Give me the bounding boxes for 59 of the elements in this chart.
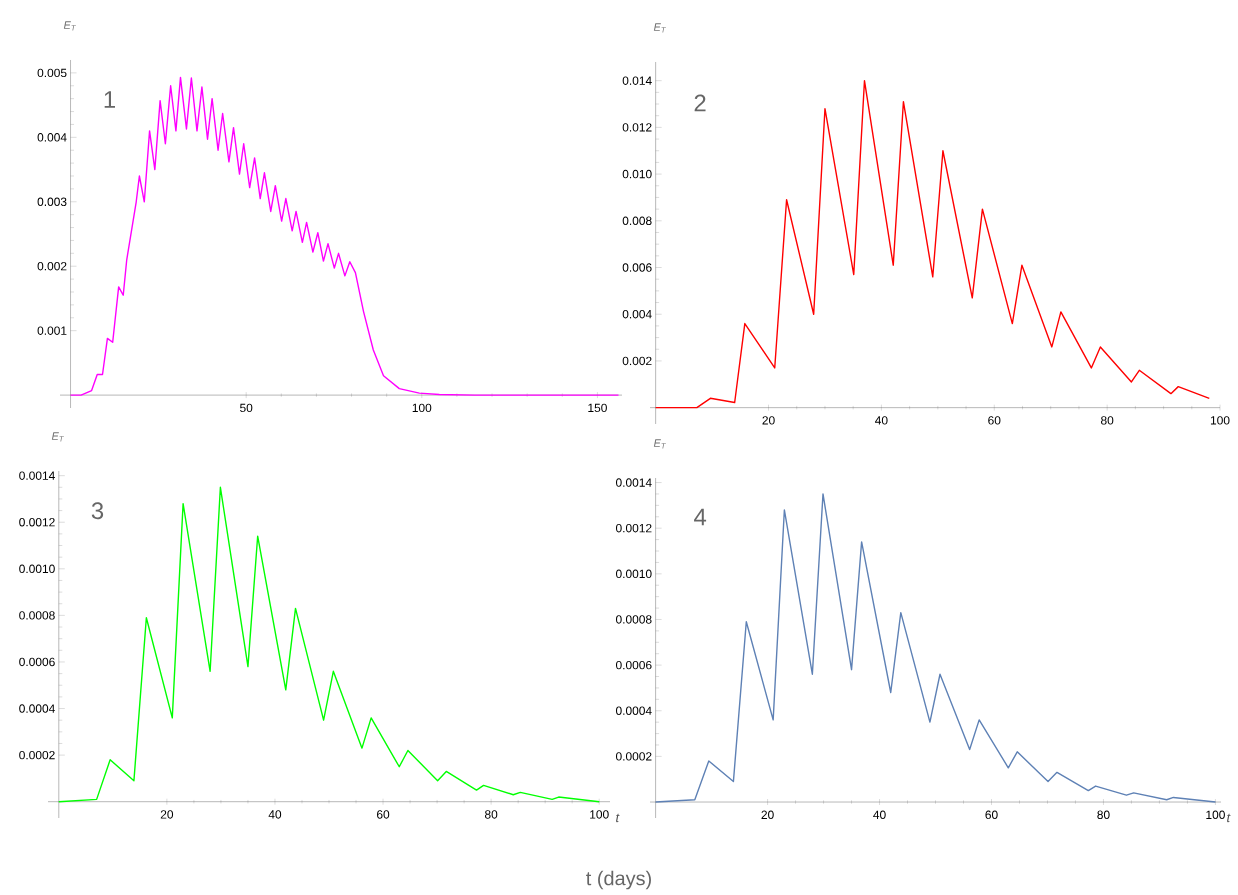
- y-tick-label: 0.002: [622, 356, 652, 366]
- y-tick-label: 0.014: [622, 76, 652, 85]
- line-series: [654, 79, 1210, 409]
- y-tick-label: 0.0008: [19, 611, 55, 620]
- line-series: [654, 493, 1217, 803]
- x-tick-label: 40: [873, 810, 886, 819]
- y-tick-label: 0.006: [622, 263, 652, 272]
- y-tick-label: 0.0002: [19, 750, 55, 760]
- line-series: [58, 486, 600, 803]
- y-tick-label: 0.004: [37, 133, 67, 142]
- x-axis-title: t: [1227, 813, 1231, 823]
- x-tick-label: 100: [1206, 810, 1225, 819]
- y-tick-label: 0.0006: [19, 657, 55, 667]
- y-tick-label: 0.0010: [615, 569, 652, 579]
- y-tick-label: 0.0004: [19, 704, 55, 713]
- y-tick-label: 0.0010: [19, 564, 55, 574]
- x-tick-label: 20: [762, 416, 775, 425]
- y-tick-label: 0.0008: [615, 615, 652, 624]
- x-tick-label: 20: [761, 810, 774, 819]
- y-tick-label: 0.0012: [19, 518, 55, 527]
- x-tick-label: 60: [985, 810, 998, 819]
- annotation: 2: [694, 94, 706, 112]
- x-tick-label: 80: [1101, 416, 1114, 425]
- y-tick-label: 0.0014: [19, 471, 55, 480]
- y-tick-label: 0.0002: [615, 752, 652, 761]
- y-tick-label: 0.001: [37, 326, 67, 335]
- annotation: 3: [91, 502, 104, 520]
- text: t (days): [586, 870, 651, 890]
- annotation: 4: [694, 508, 707, 526]
- y-tick-label: 0.003: [37, 197, 67, 206]
- y-axis-title: E$_{T}$: [63, 21, 76, 31]
- line-series: [69, 76, 620, 396]
- x-tick-label: 40: [875, 416, 888, 425]
- annotation: 1: [104, 91, 115, 108]
- x-axis-title: t: [616, 813, 620, 823]
- y-axis-title: E$_{T}$: [653, 23, 666, 33]
- x-tick-label: 20: [160, 810, 174, 819]
- x-tick-label: 150: [588, 403, 607, 413]
- y-axis-title: E$_{T}$: [51, 432, 64, 442]
- x-tick-label: 80: [1097, 810, 1110, 819]
- x-tick-label: 80: [484, 810, 498, 819]
- x-tick-label: 60: [377, 810, 390, 819]
- x-tick-label: 100: [1210, 416, 1230, 425]
- x-tick-label: 60: [988, 416, 1001, 425]
- y-tick-label: 0.0004: [615, 706, 652, 715]
- y-tick-label: 0.0014: [615, 478, 652, 487]
- x-tick-label: 100: [590, 810, 609, 819]
- y-tick-label: 0.005: [37, 68, 67, 78]
- y-tick-label: 0.012: [622, 123, 652, 132]
- y-axis-title: E$_{T}$: [653, 439, 666, 449]
- y-tick-label: 0.0006: [615, 660, 652, 670]
- x-tick-label: 40: [268, 810, 282, 819]
- x-tick-label: 50: [240, 403, 253, 413]
- y-tick-label: 0.008: [622, 216, 652, 226]
- y-tick-label: 0.004: [622, 310, 652, 319]
- y-tick-label: 0.002: [37, 261, 67, 271]
- y-tick-label: 0.0012: [615, 523, 652, 533]
- x-tick-label: 100: [412, 403, 432, 413]
- y-tick-label: 0.010: [622, 169, 652, 179]
